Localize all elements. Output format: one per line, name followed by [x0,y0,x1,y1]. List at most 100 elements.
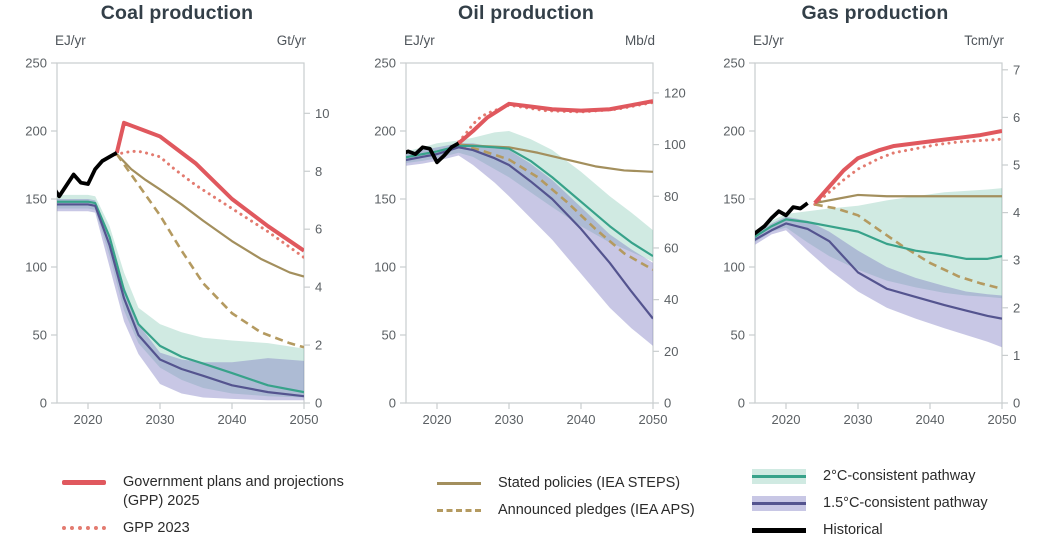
band-two_c [406,131,653,262]
oil-chart-plot: EJ/yr Mb/d0501001502002500204060801001202… [374,33,686,427]
svg-text:150: 150 [374,192,396,207]
gas-chart-title: Gas production [801,2,949,24]
band-one_five_c [755,216,1002,348]
svg-text:2: 2 [1013,300,1020,315]
legend-item-label: Historical [823,522,883,538]
svg-text:7: 7 [1013,62,1020,77]
legend-swatch-centerline [752,475,806,478]
svg-text:250: 250 [25,56,47,71]
left-axis: 0 50 100 150 200 250 [723,56,755,411]
series-aps [458,143,653,271]
svg-text:50: 50 [731,328,745,343]
band-one_five_c [406,143,653,346]
svg-text:40: 40 [664,292,678,307]
series-historical [57,151,118,199]
legend-item: Government plans and projections (GPP) 2… [62,473,344,511]
svg-text:100: 100 [374,260,396,275]
legend-item: GPP 2023 [62,519,344,538]
legend-item-label: Stated policies (IEA STEPS) [498,475,681,491]
svg-text:100: 100 [723,260,745,275]
series-two_c [755,218,1002,260]
x-axis: 2020 2030 2040 2050 [74,403,319,427]
legend-item: 2°C-consistent pathway [752,467,988,486]
svg-text:250: 250 [374,56,396,71]
right-axis: 0 20 40 60 80 100 120 [653,85,686,411]
left-axis: 0 50 100 150 200 250 [374,56,406,411]
legend-item-label: 1.5°C-consistent pathway [823,495,988,511]
band-one_five_c [57,199,304,401]
svg-text:250: 250 [723,56,745,71]
svg-text:3: 3 [1013,253,1020,268]
svg-text:5: 5 [1013,158,1020,173]
svg-text:0: 0 [664,396,671,411]
right-axis: 0 2 4 6 8 10 [304,106,329,411]
legend-group-gpp: Government plans and projections (GPP) 2… [62,473,344,546]
legend-swatch-gpp2023 [62,526,106,530]
svg-text:2030: 2030 [146,412,175,427]
right-axis-unit: Mb/d [625,33,655,48]
legend-item: Historical [752,521,988,540]
svg-text:6: 6 [315,222,322,237]
legend-item: 1.5°C-consistent pathway [752,494,988,513]
svg-text:20: 20 [664,344,678,359]
svg-text:4: 4 [315,280,322,295]
svg-text:0: 0 [315,396,322,411]
svg-text:2020: 2020 [772,412,801,427]
x-axis: 2020 2030 2040 2050 [772,403,1016,427]
series-aps [814,203,1002,291]
svg-text:8: 8 [315,164,322,179]
svg-text:50: 50 [382,328,396,343]
svg-text:200: 200 [25,124,47,139]
left-axis-unit: EJ/yr [753,33,784,48]
svg-text:2050: 2050 [290,412,319,427]
series-steps [814,193,1002,205]
svg-text:2040: 2040 [567,412,596,427]
series-gpp2025 [813,129,1002,205]
svg-text:1: 1 [1013,348,1020,363]
coal-chart-panel: Coal production EJ/yr Gt/yr 0 50 100 150 200 25… [0,0,349,446]
series-one_five_c [406,146,653,320]
svg-text:80: 80 [664,189,678,204]
legend-swatch-gpp2025 [62,480,106,485]
series-steps [116,153,304,278]
svg-text:100: 100 [25,260,47,275]
charts-row: Coal production EJ/yr Gt/yr 0 50 100 150 200 25… [0,0,1047,446]
svg-text:200: 200 [723,124,745,139]
svg-text:2020: 2020 [74,412,103,427]
svg-text:200: 200 [374,124,396,139]
svg-text:2: 2 [315,338,322,353]
x-axis: 2020 2030 2040 2050 [423,403,668,427]
series-two_c [406,144,653,258]
left-axis: 0 50 100 150 200 250 [25,56,57,411]
legend-item-label: Government plans and projections (GPP) 2… [123,474,344,509]
svg-text:0: 0 [1013,396,1020,411]
series-two_c [57,200,304,394]
series-one_five_c [755,222,1002,320]
svg-text:2030: 2030 [495,412,524,427]
band-two_c [755,188,1002,299]
oil-chart-panel: Oil production EJ/yr Mb/d 0 50 100 150 200 250 0… [349,0,698,446]
series-historical [755,201,809,236]
svg-text:0: 0 [389,396,396,411]
legend-swatch-band_two_c [752,469,806,484]
plot-frame [405,62,654,404]
band-two_c [57,194,304,398]
series-historical [406,141,460,165]
legend-item-label: Announced pledges (IEA APS) [498,502,695,518]
legend: Government plans and projections (GPP) 2… [0,446,1047,546]
svg-text:6: 6 [1013,110,1020,125]
series-aps [115,153,304,349]
svg-text:50: 50 [33,328,47,343]
legend-swatch-band_one_five_c [752,496,806,511]
series-gpp2023 [813,137,1002,206]
gas-chart-panel: Gas production EJ/yr Tcm/yr 0 50 100 150 200 25… [698,0,1047,446]
svg-text:150: 150 [25,192,47,207]
svg-text:2050: 2050 [639,412,668,427]
svg-text:2030: 2030 [844,412,873,427]
coal-chart-title: Coal production [100,2,254,24]
svg-text:150: 150 [723,192,745,207]
svg-text:10: 10 [315,106,329,121]
legend-swatch-aps [437,509,481,512]
coal-chart-plot: EJ/yr Gt/yr 0 50 100 150 200 250 0 2 4 6 8 10 2020 2030… [25,33,329,427]
